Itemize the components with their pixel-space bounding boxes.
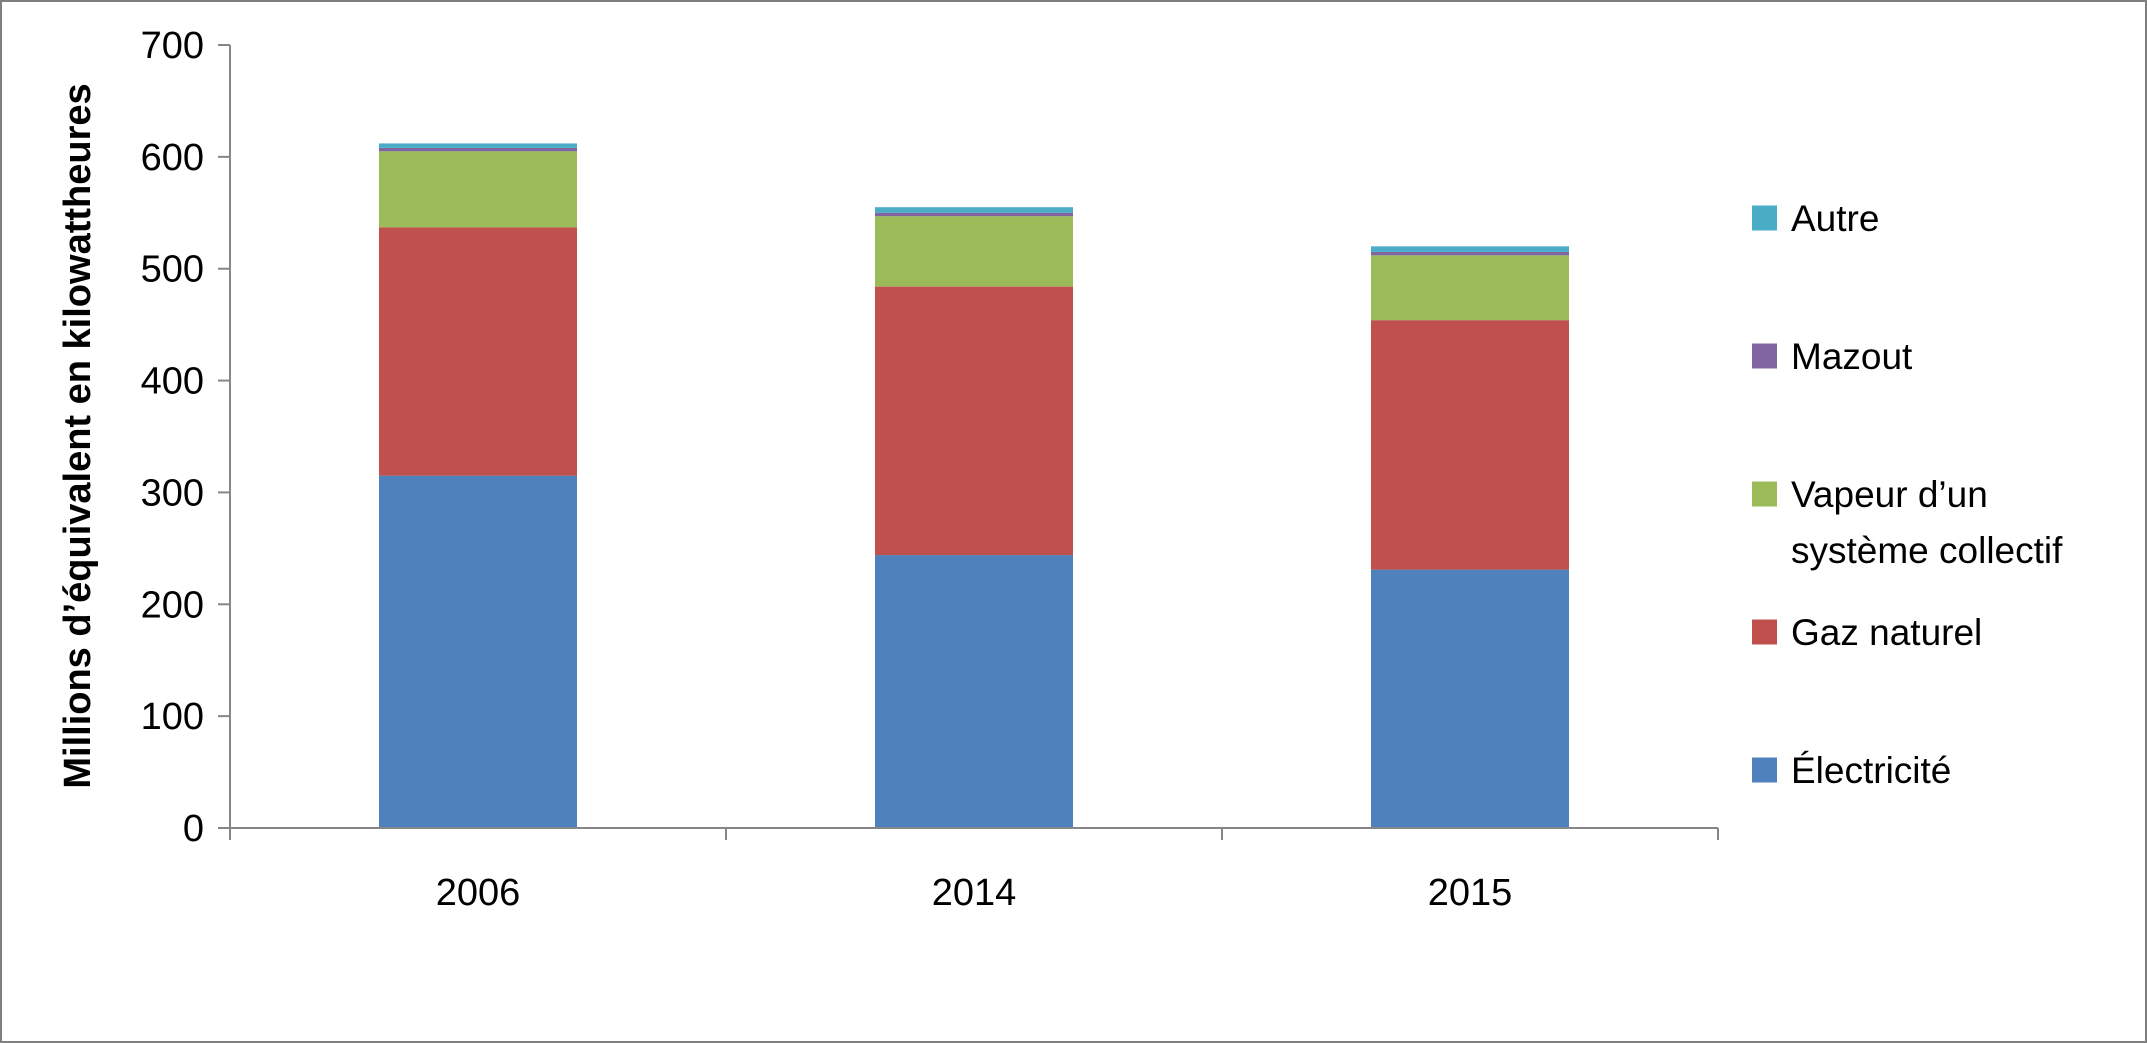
y-tick-label: 300 <box>141 472 204 514</box>
x-tick-label: 2006 <box>436 872 521 914</box>
y-axis-ticks: 0 100 200 300 400 500 600 700 <box>141 25 230 850</box>
y-tick-label: 500 <box>141 249 204 291</box>
legend-swatch <box>1752 343 1777 369</box>
legend-label: Mazout <box>1791 336 1913 377</box>
x-axis-ticks: 2006 2014 2015 <box>229 828 1719 914</box>
legend-label: Gaz naturel <box>1791 612 1982 653</box>
bar-segment-2006-2 <box>379 151 577 228</box>
legend-label: Électricité <box>1791 750 1951 791</box>
legend-label: Vapeur d’un système collectif <box>1791 474 2063 571</box>
y-tick-label: 100 <box>141 696 204 738</box>
bar-segment-2015-1 <box>1371 320 1569 570</box>
bar-segment-2015-0 <box>1371 569 1569 828</box>
bar-segment-2006-3 <box>379 147 577 152</box>
bar-segment-2015-2 <box>1371 255 1569 321</box>
y-axis-title: Millions d’équivalent en kilowattheures <box>57 83 99 788</box>
legend-label: Autre <box>1791 198 1879 239</box>
bar-segment-2006-0 <box>379 475 577 828</box>
legend: Autre Mazout Vapeur d’un système collectif G… <box>1752 198 2063 791</box>
bar-segment-2015-3 <box>1371 251 1569 256</box>
bar-segment-2006-4 <box>379 143 577 148</box>
legend-swatch <box>1752 205 1777 231</box>
bar-segment-2015-4 <box>1371 246 1569 252</box>
y-tick-label: 0 <box>183 808 204 850</box>
bar-segment-2014-2 <box>875 216 1073 287</box>
legend-label-line: Vapeur d’un <box>1791 474 1988 515</box>
x-tick-label: 2014 <box>932 872 1017 914</box>
x-tick-label: 2015 <box>1428 872 1513 914</box>
y-tick-label: 200 <box>141 584 204 626</box>
axes-layer <box>229 45 1718 829</box>
bar-segment-2014-4 <box>875 207 1073 213</box>
bar-segment-2014-1 <box>875 286 1073 556</box>
legend-label-line: système collectif <box>1791 530 2063 571</box>
legend-swatch <box>1752 757 1777 783</box>
bar-segment-2014-3 <box>875 212 1073 217</box>
bars-layer <box>379 143 1569 828</box>
legend-swatch <box>1752 619 1777 645</box>
y-tick-label: 400 <box>141 361 204 403</box>
legend-swatch <box>1752 481 1777 507</box>
bar-segment-2014-0 <box>875 555 1073 828</box>
y-tick-label: 700 <box>141 25 204 67</box>
y-tick-label: 600 <box>141 137 204 179</box>
bar-segment-2006-1 <box>379 227 577 476</box>
